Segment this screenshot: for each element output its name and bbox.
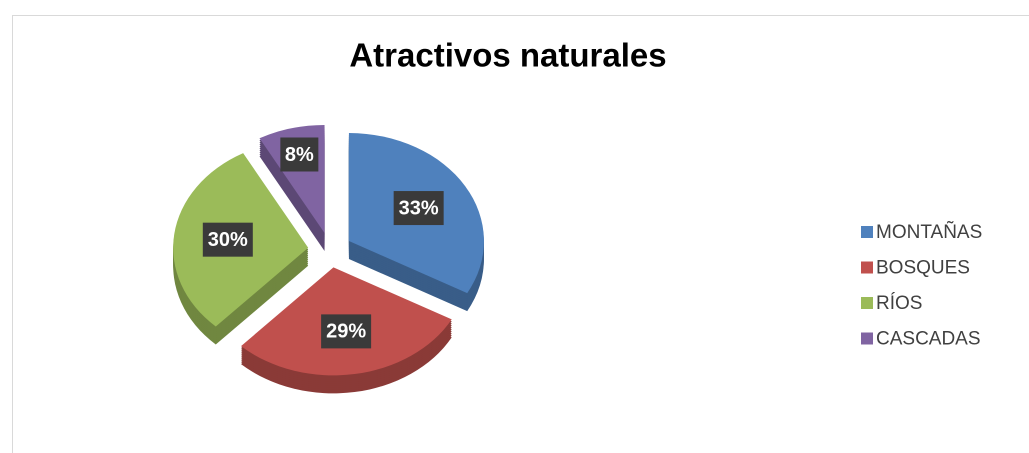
chart-title: Atractivos naturales	[349, 37, 666, 74]
legend-label: CASCADAS	[876, 329, 981, 350]
data-label-box	[280, 137, 319, 172]
legend-label: BOSQUES	[876, 258, 970, 279]
legend-swatch	[861, 226, 873, 238]
legend-swatch	[861, 261, 873, 274]
legend-swatch	[861, 332, 873, 345]
data-label-box	[202, 222, 253, 257]
data-label-box	[321, 314, 372, 349]
legend-swatch	[861, 297, 873, 309]
data-label: 30%	[208, 229, 248, 251]
data-label: 33%	[399, 197, 439, 219]
data-label: 29%	[326, 321, 366, 343]
data-label-box	[393, 191, 444, 226]
legend-label: MONTAÑAS	[876, 221, 982, 243]
legend-label: RÍOS	[876, 293, 922, 314]
data-label: 8%	[285, 144, 314, 166]
